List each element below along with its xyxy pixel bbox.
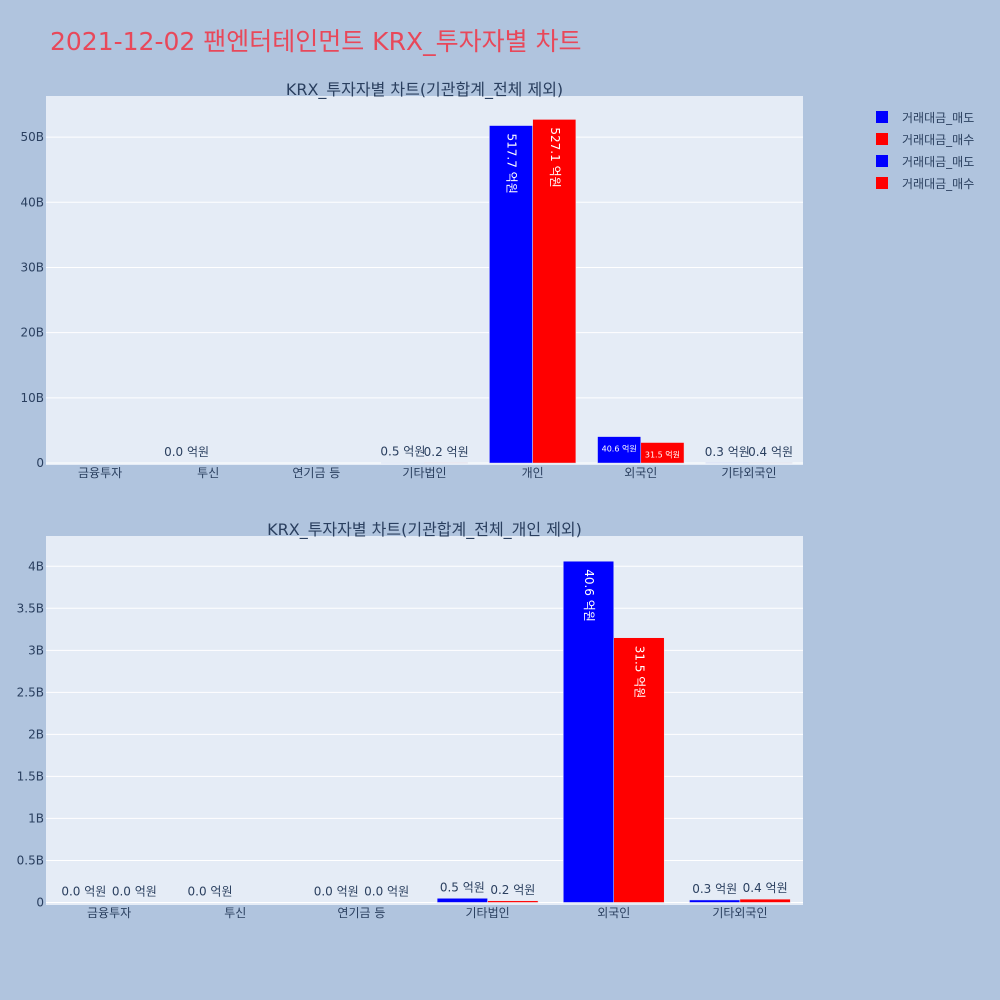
y-tick-label: 2B xyxy=(28,727,44,741)
bar[interactable] xyxy=(563,560,614,903)
y-tick-label: 3B xyxy=(28,643,44,657)
data-label: 0.4 억원 xyxy=(748,445,793,459)
legend-label: 거래대금_매수 xyxy=(902,176,975,191)
x-tick-label: 금융투자 xyxy=(78,466,122,480)
y-tick-label: 20B xyxy=(20,326,44,340)
plot-area xyxy=(46,536,803,905)
y-tick-label: 40B xyxy=(20,195,44,209)
x-tick-label: 기타법인 xyxy=(465,906,509,920)
y-tick-label: 4B xyxy=(28,559,44,573)
x-tick-label: 투신 xyxy=(197,466,219,480)
bar[interactable] xyxy=(532,119,577,464)
x-tick-label: 투신 xyxy=(224,906,246,920)
y-tick-label: 1B xyxy=(28,811,44,825)
chart-title: KRX_투자자별 차트(기관합계_전체 제외) xyxy=(286,80,563,100)
chart-1: 0 10B 20B 30B 40B 50B KRX_투자자별 차트(기관합계_전체 제외) 금… xyxy=(20,80,803,480)
data-label: 0.5 억원 xyxy=(440,880,485,894)
bar[interactable] xyxy=(487,900,539,903)
bar[interactable] xyxy=(739,898,791,903)
y-tick-label: 30B xyxy=(20,260,44,274)
legend-label: 거래대금_매수 xyxy=(902,132,975,147)
y-tick-label: 3.5B xyxy=(17,601,44,615)
y-tick-label: 2.5B xyxy=(17,685,44,699)
plot-area xyxy=(46,96,803,465)
legend-item[interactable]: 거래대금_매수 xyxy=(876,128,974,150)
data-label: 527.1 억원 xyxy=(548,127,562,187)
bar[interactable] xyxy=(613,637,665,903)
x-tick-label: 기타법인 xyxy=(402,466,446,480)
y-tick-label: 0 xyxy=(36,456,44,470)
data-label: 0.0 억원 xyxy=(314,884,359,898)
chart-2: 0 0.5B 1B 1.5B 2B 2.5B 3B 3.5B 4B KRX_투자자별 차트(기관합… xyxy=(17,520,803,920)
bar[interactable] xyxy=(640,442,685,464)
chart-title: KRX_투자자별 차트(기관합계_전체_개인 제외) xyxy=(267,520,582,540)
data-label: 0.4 억원 xyxy=(743,881,788,895)
data-label: 40.6 억원 xyxy=(582,569,596,622)
data-label: 31.5 억원 xyxy=(632,646,646,699)
data-label: 0.0 억원 xyxy=(61,884,106,898)
legend-swatch xyxy=(876,155,888,167)
data-label: 31.5 억원 xyxy=(645,450,680,460)
legend-item[interactable]: 거래대금_매도 xyxy=(876,106,974,128)
bar[interactable] xyxy=(436,898,488,903)
y-tick-label: 1.5B xyxy=(17,769,44,783)
x-tick-label: 기타외국인 xyxy=(712,906,767,920)
legend-item[interactable]: 거래대금_매도 xyxy=(876,150,974,172)
legend-label: 거래대금_매도 xyxy=(902,154,975,169)
legend-swatch xyxy=(876,177,888,189)
legend-swatch xyxy=(876,111,888,123)
legend-label: 거래대금_매도 xyxy=(902,110,975,125)
data-label: 0.5 억원 xyxy=(380,445,425,459)
data-label: 0.0 억원 xyxy=(164,445,209,459)
page-title: 2021-12-02 팬엔터테인먼트 KRX_투자자별 차트 xyxy=(50,27,582,56)
x-tick-label: 연기금 등 xyxy=(292,466,340,480)
data-label: 0.3 억원 xyxy=(705,445,750,459)
data-label: 0.0 억원 xyxy=(364,884,409,898)
data-label: 40.6 억원 xyxy=(602,444,637,454)
x-tick-label: 외국인 xyxy=(597,906,630,920)
data-label: 0.2 억원 xyxy=(424,445,469,459)
data-label: 0.3 억원 xyxy=(692,882,737,896)
bar[interactable] xyxy=(597,436,642,464)
x-tick-label: 금융투자 xyxy=(87,906,131,920)
y-tick-label: 0.5B xyxy=(17,853,44,867)
x-tick-label: 개인 xyxy=(522,466,544,480)
bar[interactable] xyxy=(689,899,741,903)
y-tick-label: 0 xyxy=(36,895,44,909)
legend: 거래대금_매도 거래대금_매수 거래대금_매도 거래대금_매수 xyxy=(876,106,974,194)
x-tick-label: 연기금 등 xyxy=(337,906,385,920)
data-label: 0.0 억원 xyxy=(112,884,157,898)
x-tick-label: 외국인 xyxy=(624,466,657,480)
legend-swatch xyxy=(876,133,888,145)
legend-item[interactable]: 거래대금_매수 xyxy=(876,172,974,194)
y-tick-label: 50B xyxy=(20,130,44,144)
data-label: 0.2 억원 xyxy=(490,883,535,897)
data-label: 517.7 억원 xyxy=(505,134,519,194)
y-tick-label: 10B xyxy=(20,391,44,405)
x-tick-label: 기타외국인 xyxy=(721,466,776,480)
data-label: 0.0 억원 xyxy=(188,884,233,898)
